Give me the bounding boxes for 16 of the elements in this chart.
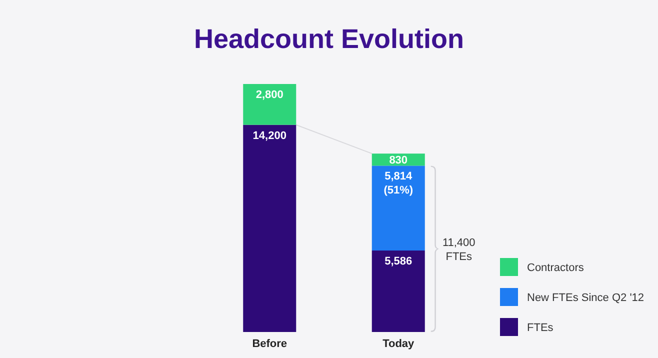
bar	[372, 166, 425, 251]
data-label: 5,814 (51%)	[384, 170, 414, 197]
x-tick-label: Before	[252, 338, 288, 350]
annotation: 11,400 FTEs	[442, 236, 476, 263]
x-tick-label: Today	[382, 338, 416, 350]
chart-title: Headcount Evolution	[194, 24, 464, 54]
bar	[372, 250, 425, 332]
bar	[243, 124, 296, 332]
legend-label: FTEs	[527, 322, 554, 334]
data-label: 830	[389, 154, 408, 167]
data-label: 2,800	[256, 89, 284, 101]
bar	[243, 84, 296, 125]
legend-label: New FTEs Since Q2 '12	[527, 292, 644, 304]
data-label: 5,586	[384, 256, 412, 268]
legend-label: Contractors	[527, 262, 584, 274]
data-label: 14,200	[252, 130, 286, 142]
